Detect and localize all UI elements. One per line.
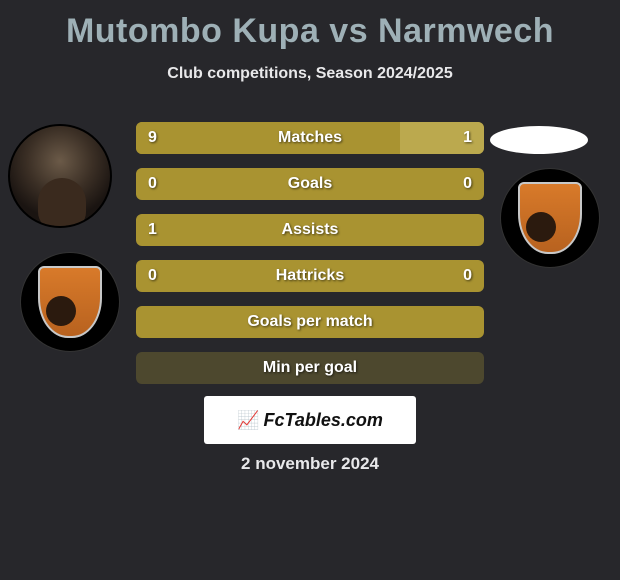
stats-bars: Matches91Goals00Assists1Hattricks00Goals… [136, 122, 484, 398]
stat-bar: Min per goal [136, 352, 484, 384]
stat-bar-left-value: 1 [148, 214, 157, 246]
player-left-avatar [8, 124, 112, 228]
stat-bar-right-value: 0 [463, 168, 472, 200]
stat-bar-right-value: 0 [463, 260, 472, 292]
stat-bar-label: Goals [136, 168, 484, 200]
brand-icon: 📈 [237, 410, 259, 431]
stat-bar: Hattricks0 0 [136, 260, 484, 292]
brand-text: FcTables.com [264, 410, 383, 431]
stat-bar-label: Assists [136, 214, 484, 246]
stat-bar: Goals0 0 [136, 168, 484, 200]
stat-bar: Goals per match [136, 306, 484, 338]
player-right-club-badge [500, 168, 600, 268]
stat-bar-label: Min per goal [136, 352, 484, 384]
stat-bar: Matches9 1 [136, 122, 484, 154]
player-right-avatar [490, 126, 588, 154]
player-left-club-badge [20, 252, 120, 352]
stat-bar-label: Goals per match [136, 306, 484, 338]
stat-bar-left-value: 0 [148, 168, 157, 200]
stat-bar-left-value: 9 [148, 122, 157, 154]
stat-bar-left-value: 0 [148, 260, 157, 292]
stat-bar-label: Matches [136, 122, 484, 154]
page-subtitle: Club competitions, Season 2024/2025 [0, 65, 620, 83]
stat-bar: Assists1 [136, 214, 484, 246]
club-crest-icon [518, 182, 582, 254]
brand-badge: 📈 FcTables.com [204, 396, 416, 444]
stat-bar-right-value: 1 [463, 122, 472, 154]
footer-date: 2 november 2024 [0, 454, 620, 474]
club-crest-icon [38, 266, 102, 338]
page-title: Mutombo Kupa vs Narmwech [0, 0, 620, 51]
stat-bar-label: Hattricks [136, 260, 484, 292]
